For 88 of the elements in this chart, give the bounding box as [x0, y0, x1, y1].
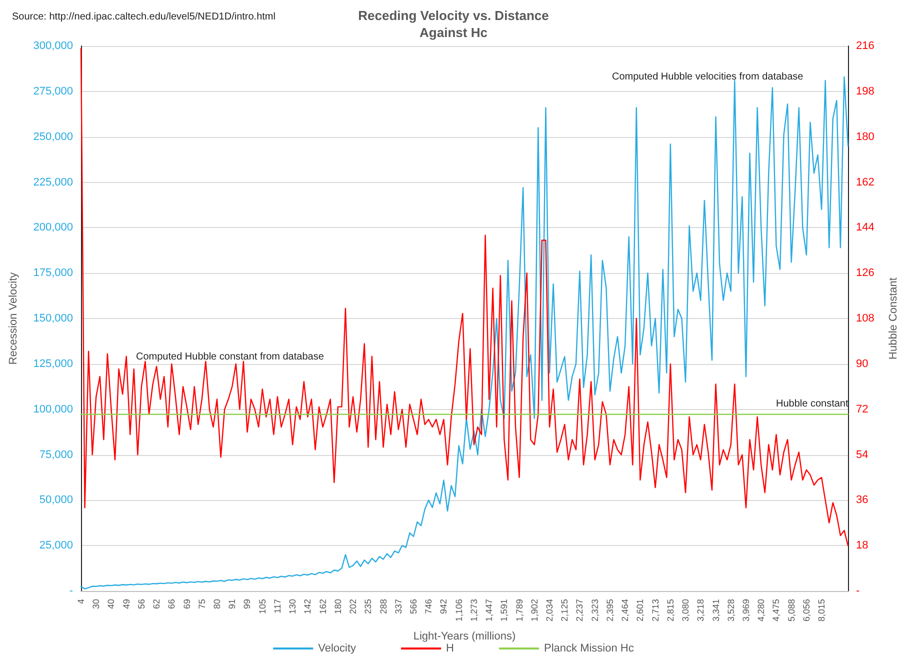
x-tick-label: 566: [408, 599, 418, 614]
annotation: Computed Hubble constant from database: [136, 352, 324, 362]
y-tick-label: 125,000: [33, 358, 73, 370]
x-tick-label: 2,237: [574, 599, 585, 622]
x-tick-label: 2,815: [665, 599, 676, 622]
x-tick-label: 49: [121, 599, 132, 610]
y-tick-label: 100,000: [33, 403, 73, 416]
x-tick-label: 1,106: [454, 599, 464, 622]
x-tick-label: 75: [196, 599, 207, 610]
x-axis-title: Light-Years (millions): [413, 630, 516, 642]
x-tick-label: 6,056: [801, 599, 812, 622]
y-tick-label: 200,000: [33, 222, 73, 234]
x-tick-label: 746: [424, 599, 434, 614]
y2-tick-label: 198: [856, 85, 874, 98]
annotation: Computed Hubble velocities from database: [612, 72, 804, 82]
y2-tick-label: 36: [856, 494, 868, 506]
x-tick-label: 337: [393, 599, 404, 614]
chart-title: Receding Velocity vs. Distance: [358, 8, 549, 23]
x-tick-label: 3,969: [740, 599, 751, 622]
y2-tick-label: 126: [856, 267, 874, 280]
x-tick-label: 4,280: [756, 599, 766, 622]
x-tick-label: 2,323: [590, 599, 600, 622]
x-tick-label: 3,528: [726, 599, 736, 622]
x-tick-label: 117: [272, 599, 282, 614]
x-tick-label: 62: [152, 599, 162, 610]
legend-label: Velocity: [318, 642, 357, 654]
x-tick-label: 130: [288, 599, 298, 614]
y2-tick-label: 72: [856, 403, 868, 416]
x-tick-label: 1,789: [514, 599, 524, 622]
x-tick-label: 56: [136, 599, 146, 610]
y-tick-label: 300,000: [33, 40, 73, 52]
y-tick-label: 175,000: [33, 267, 73, 280]
legend-label: Planck Mission Hc: [544, 642, 634, 654]
y2-tick-label: 216: [856, 40, 874, 52]
x-tick-label: 2,713: [650, 599, 660, 622]
y2-axis-title: Hubble Constant: [888, 278, 900, 360]
y-tick-label: 50,000: [39, 494, 73, 506]
legend-label: H: [446, 642, 454, 654]
x-tick-label: 942: [438, 599, 449, 614]
x-tick-label: 30: [91, 599, 102, 610]
y-tick-label: 75,000: [39, 448, 73, 461]
y-tick-label: 150,000: [33, 312, 73, 324]
y2-tick-label: 54: [856, 448, 868, 461]
y2-tick-label: 180: [856, 130, 874, 143]
x-tick-label: 40: [106, 599, 116, 610]
x-tick-label: 91: [227, 599, 238, 610]
x-tick-label: 2,395: [604, 599, 615, 622]
x-tick-label: 3,218: [696, 599, 706, 622]
x-tick-label: 1,902: [529, 599, 540, 622]
y2-tick-label: 144: [856, 222, 874, 234]
y2-tick-label: 108: [856, 312, 874, 324]
y-axis-title: Recession Velocity: [8, 272, 20, 365]
x-tick-label: 235: [363, 599, 374, 614]
x-tick-label: 8,015: [816, 599, 827, 622]
y-tick-label: 225,000: [33, 176, 73, 188]
x-tick-label: 202: [348, 599, 358, 614]
x-tick-label: 3,341: [710, 599, 721, 622]
x-tick-label: 2,125: [560, 599, 570, 622]
x-tick-label: 80: [212, 599, 222, 610]
x-tick-label: 180: [332, 599, 343, 614]
chart-subtitle: Against Hc: [420, 25, 488, 40]
x-tick-label: 162: [318, 599, 328, 614]
source-note: Source: http://ned.ipac.caltech.edu/level5/NED1D/intro.html: [12, 12, 276, 22]
x-tick-label: 1,591: [499, 599, 510, 622]
y2-tick-label: 162: [856, 176, 874, 188]
x-tick-label: 66: [166, 599, 177, 610]
x-tick-label: 105: [257, 599, 268, 614]
y2-tick-label: -: [856, 585, 860, 597]
x-tick-label: 5,088: [786, 599, 796, 622]
x-tick-label: 3,080: [680, 599, 691, 622]
y-tick-label: 25,000: [39, 540, 73, 552]
annotation: Hubble constant: [776, 398, 848, 410]
x-tick-label: 4: [76, 599, 86, 604]
y-tick-label: 250,000: [33, 130, 73, 143]
x-tick-label: 4,475: [771, 599, 782, 622]
y2-tick-label: 18: [856, 540, 868, 552]
x-tick-label: 2,464: [620, 599, 630, 622]
x-tick-label: 288: [378, 599, 388, 614]
y-tick-label: 275,000: [33, 85, 73, 98]
x-tick-label: 1,447: [484, 599, 494, 622]
x-tick-label: 2,034: [544, 599, 555, 622]
y-tick-label: -: [69, 585, 74, 597]
x-tick-label: 99: [242, 599, 252, 610]
x-tick-label: 142: [302, 599, 313, 614]
y2-tick-label: 90: [856, 358, 868, 370]
x-tick-label: 1,273: [468, 599, 479, 622]
x-tick-label: 69: [182, 599, 192, 610]
x-tick-label: 2,601: [635, 599, 646, 622]
